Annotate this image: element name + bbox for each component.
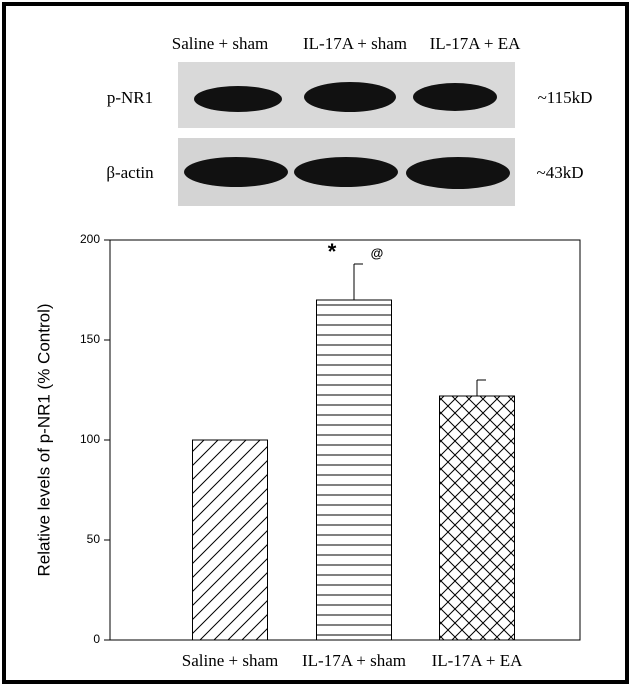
lane-label: IL-17A + EA xyxy=(430,34,522,53)
x-tick-label: Saline + sham xyxy=(182,651,278,670)
annotation: * xyxy=(328,239,337,264)
bar xyxy=(440,396,515,640)
y-tick-label: 0 xyxy=(93,632,100,646)
band xyxy=(294,157,398,187)
x-tick-label: IL-17A + EA xyxy=(432,651,524,670)
y-axis-label: Relative levels of p-NR1 (% Control) xyxy=(34,303,53,576)
band xyxy=(184,157,288,187)
annotation: @ xyxy=(371,245,384,260)
page: Saline + sham IL-17A + sham IL-17A + EA … xyxy=(0,0,631,686)
y-tick-label: 100 xyxy=(80,432,100,446)
y-tick-label: 150 xyxy=(80,332,100,346)
bar xyxy=(193,440,268,640)
band xyxy=(413,83,497,111)
row-label: p-NR1 xyxy=(107,88,153,107)
size-label: ~115kD xyxy=(538,88,593,107)
y-tick-label: 200 xyxy=(80,232,100,246)
band xyxy=(194,86,282,112)
size-label: ~43kD xyxy=(537,163,584,182)
figure: Saline + sham IL-17A + sham IL-17A + EA … xyxy=(0,0,631,686)
lane-label: Saline + sham xyxy=(172,34,268,53)
lane-label: IL-17A + sham xyxy=(303,34,407,53)
row-label: β-actin xyxy=(106,163,154,182)
band xyxy=(406,157,510,189)
bar xyxy=(317,300,392,640)
band xyxy=(304,82,396,112)
x-tick-label: IL-17A + sham xyxy=(302,651,406,670)
y-tick-label: 50 xyxy=(87,532,101,546)
